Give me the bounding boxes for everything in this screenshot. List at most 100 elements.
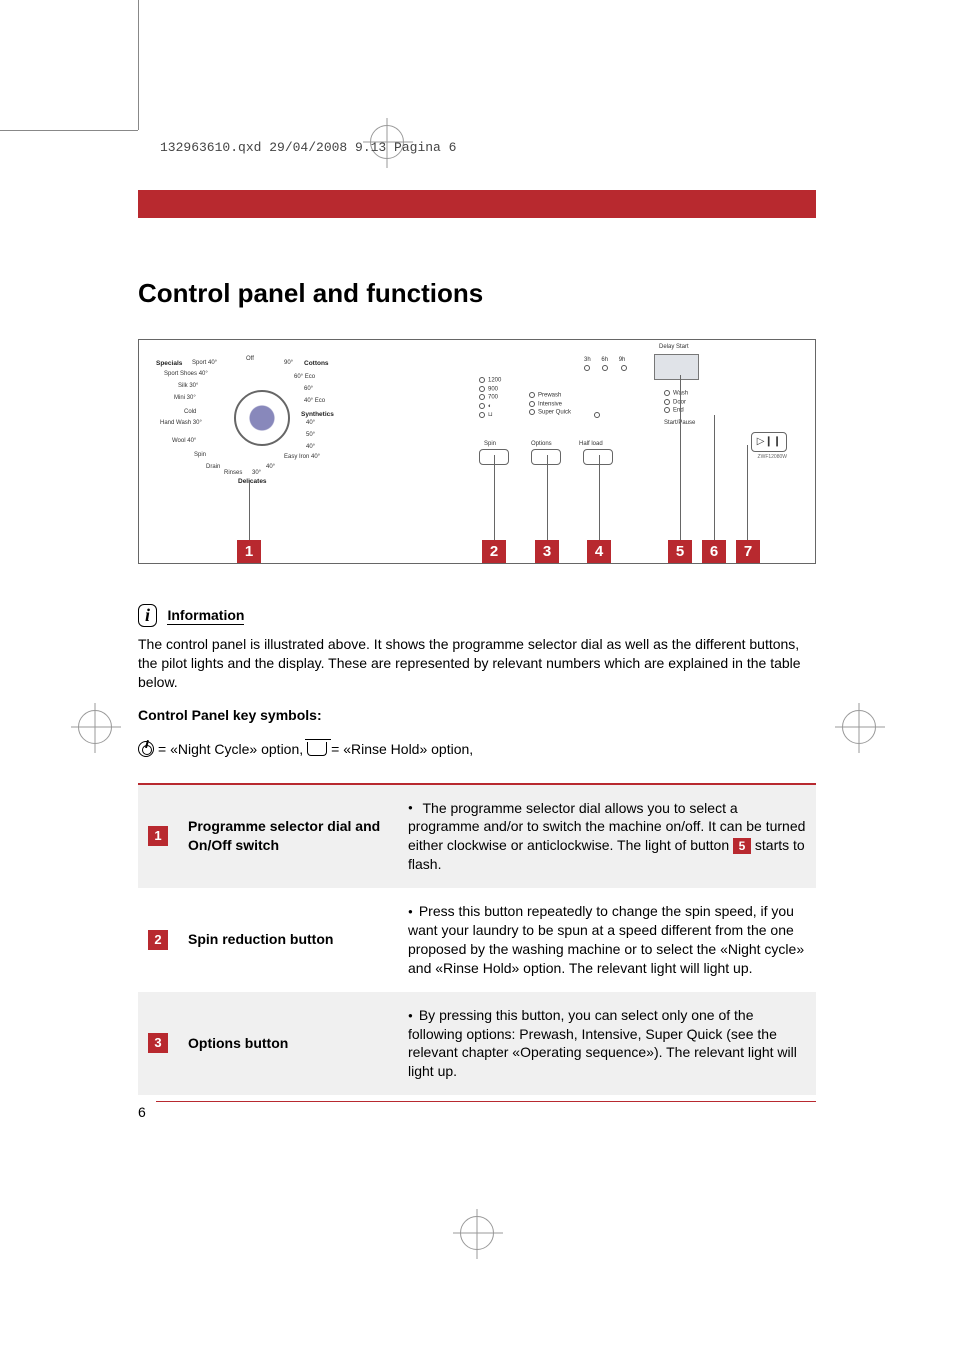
dial-category: Delicates [238,478,267,485]
dial-label: 40° [306,444,315,450]
delay-display-icon [654,354,699,380]
control-panel-figure: Specials Cottons Synthetics Delicates Sp… [138,339,816,564]
delay-title: Delay Start [659,344,689,350]
inline-ref-number: 5 [733,838,751,854]
info-icon: i [138,604,157,627]
dial-label: Hand Wash 30° [160,420,202,426]
panel-button-icon [583,449,613,465]
key-symbols-heading: Control Panel key symbols: [138,706,816,725]
option-label: Prewash [538,393,561,399]
dial-label: Spin [194,452,206,458]
key-symbol-text: = «Rinse Hold» option, [331,741,473,757]
row-number: 1 [148,826,168,846]
dial-label: Off [246,356,254,362]
leader-line [747,445,748,540]
dial-label: Mini 30° [174,395,196,401]
page-number: 6 [138,1104,146,1120]
options-column: Prewash Intensive Super Quick [529,392,571,418]
dial-label: Cold [184,409,196,415]
row-desc-text: Press this button repeatedly to change t… [408,903,804,976]
row-number: 3 [148,1033,168,1053]
delay-value: 6h [601,357,608,363]
dial-knob-icon [234,390,290,446]
spin-speed: 1200 [488,378,501,384]
dial-label: 40° [266,464,275,470]
key-symbol-text: = «Night Cycle» option, [158,741,303,757]
leader-line [547,455,548,540]
spin-speed: 700 [488,395,498,401]
dial-label: 90° [284,360,293,366]
row-name: Spin reduction button [178,888,398,992]
dial-label: Drain [206,464,220,470]
dial-label: Rinses [224,470,242,476]
delay-value: 9h [619,357,626,363]
night-cycle-icon [138,741,154,757]
leader-line [494,455,495,540]
spin-column: 1200 900 700 ◐ ⊔ [479,377,501,420]
pointer-number: 5 [668,540,692,564]
pointer-number: 7 [736,540,760,564]
row-desc: Press this button repeatedly to change t… [398,888,816,992]
dial-label: 40° Eco [304,398,325,404]
row-desc: The programme selector dial allows you t… [398,785,816,889]
delay-value: 3h [584,357,591,363]
dial-label: 30° [252,470,261,476]
status-light: End [673,408,684,414]
info-label: Information [167,607,244,625]
leader-line [249,480,250,540]
table-row: 2 Spin reduction button Press this butto… [138,888,816,992]
dial-area: Specials Cottons Synthetics Delicates Sp… [154,350,339,490]
spin-speed: 900 [488,386,498,392]
dial-label: Easy Iron 40° [284,454,320,460]
pointer-number: 2 [482,540,506,564]
night-cycle-icon: ◐ [488,403,492,409]
dial-label: Silk 30° [178,383,198,389]
crop-mark [138,0,139,130]
btn-label: Options [531,441,552,447]
pointer-number: 1 [237,540,261,564]
row-name: Options button [178,992,398,1096]
dial-label: 40° [306,420,315,426]
dial-label: Sport Shoes 40° [164,371,208,377]
dial-label: 60° Eco [294,374,315,380]
btn-label: Spin [484,441,496,447]
model-number: ZWF12080W [758,454,787,460]
delay-column: 3h 6h 9h [584,357,636,372]
dial-category: Specials [156,360,182,367]
crop-mark [0,130,138,131]
halfload-indicator [594,412,603,419]
btn-label: Half load [579,441,603,447]
rinse-hold-icon: ⊔ [488,412,493,418]
dial-label: 50° [306,432,315,438]
row-desc: By pressing this button, you can select … [398,992,816,1096]
option-label: Intensive [538,401,562,407]
page-content: Control panel and functions Specials Cot… [138,190,816,1102]
registration-mark-icon [78,710,112,744]
right-cluster: 1200 900 700 ◐ ⊔ Prewash Intensive Super… [479,352,805,502]
leader-line [599,455,600,540]
key-symbols-line: = «Night Cycle» option, = «Rinse Hold» o… [138,741,816,757]
registration-mark-icon [842,710,876,744]
footer-rule [156,1101,816,1102]
panel-button-icon [531,449,561,465]
functions-table: 1 Programme selector dial and On/Off swi… [138,785,816,1096]
info-text: The control panel is illustrated above. … [138,635,816,692]
print-header: 132963610.qxd 29/04/2008 9.13 Pagina 6 [160,140,456,155]
registration-mark-icon [460,1216,494,1250]
header-bar [138,190,816,218]
option-label: Super Quick [538,410,571,416]
pointer-number: 3 [535,540,559,564]
start-pause-button-icon: ▷❙❙ [751,432,787,452]
pointer-number: 6 [702,540,726,564]
dial-label: Wool 40° [172,438,196,444]
pointer-number: 4 [587,540,611,564]
page-title: Control panel and functions [138,278,816,309]
table-row: 3 Options button By pressing this button… [138,992,816,1096]
rinse-hold-icon [307,742,327,756]
dial-label: 60° [304,386,313,392]
row-name: Programme selector dial and On/Off switc… [178,785,398,889]
dial-category: Synthetics [301,411,334,418]
leader-line [714,415,715,540]
dial-category: Cottons [304,360,329,367]
leader-line [680,375,681,540]
